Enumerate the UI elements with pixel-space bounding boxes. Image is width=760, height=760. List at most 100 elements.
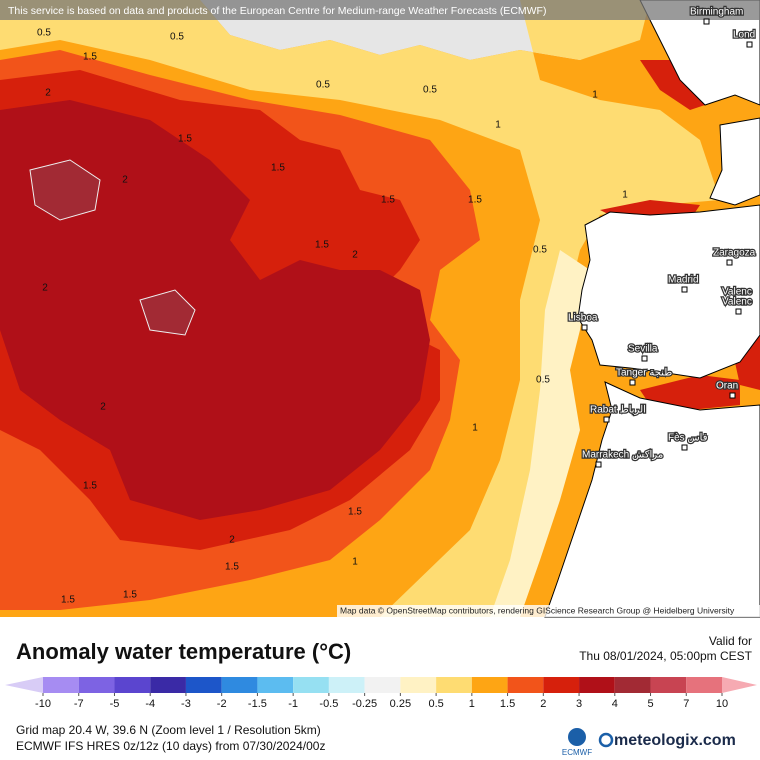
contour-label: 1 <box>622 190 628 201</box>
colorbar-segment <box>543 677 580 693</box>
contour-label: 0.5 <box>423 85 437 96</box>
city-label: Oran <box>716 381 738 392</box>
colorbar-segment <box>400 677 437 693</box>
colorbar-tick-label: -7 <box>74 698 84 710</box>
colorbar-segment <box>185 677 222 693</box>
colorbar-tick-label: 0.5 <box>428 698 443 710</box>
colorbar-segment <box>364 677 401 693</box>
city-marker <box>746 41 753 48</box>
coastal-hot <box>600 60 760 410</box>
valid-label: Valid for <box>709 634 752 648</box>
city-marker <box>603 416 610 423</box>
contour-label: 1.5 <box>61 595 75 606</box>
attribution-bottom: Map data © OpenStreetMap contributors, r… <box>340 605 735 615</box>
colorbar-tick-label: 7 <box>683 698 689 710</box>
contour-label: 1.5 <box>225 562 239 573</box>
city-label: Lisboa <box>568 313 598 324</box>
land-france <box>709 117 760 206</box>
map: This service is based on data and produc… <box>0 0 760 618</box>
attribution-box <box>337 605 760 617</box>
colorbar-tick-label: -0.5 <box>319 698 338 710</box>
contour-label: 2 <box>45 88 51 99</box>
colorbar-tick-label: -4 <box>145 698 155 710</box>
colorbar-tick-label: 5 <box>647 698 653 710</box>
contour-label: 1.5 <box>178 134 192 145</box>
colorbar-tick-label: -0.25 <box>352 698 377 710</box>
colorbar-segment <box>328 677 365 693</box>
city-marker <box>735 298 742 305</box>
peak-patch <box>29 159 196 336</box>
city-label: Fès فاس <box>668 433 708 444</box>
contour-label: 1 <box>592 90 598 101</box>
contour-label: 1.5 <box>348 507 362 518</box>
contour-label: 0.5 <box>170 32 184 43</box>
city-label: Birmingham <box>690 7 743 18</box>
contour-label: 2 <box>122 175 128 186</box>
city-marker <box>726 259 733 266</box>
colorbar-tick-label: -2 <box>217 698 227 710</box>
land-iberia <box>577 204 760 379</box>
colorbar-segment <box>650 677 687 693</box>
city-marker <box>729 392 736 399</box>
colorbar-segment <box>507 677 544 693</box>
city-label: Valenc <box>722 297 752 308</box>
valid-time: Thu 08/01/2024, 05:00pm CEST <box>579 649 752 663</box>
colorbar-segment <box>436 677 472 693</box>
colorbar-segment <box>579 677 615 693</box>
city-label: Marrakech مراكش <box>582 450 663 461</box>
colorbar-tick-label: 1 <box>469 698 475 710</box>
colorbar-tick-label: -1.5 <box>248 698 267 710</box>
colorbar-segment <box>614 677 651 693</box>
attribution-bar <box>0 0 760 20</box>
colorbar-tick-label: -10 <box>35 698 51 710</box>
colorbar-segment <box>293 677 329 693</box>
contour-label: 0.5 <box>316 80 330 91</box>
attribution-top: This service is based on data and produc… <box>8 5 546 17</box>
colorbar-segment <box>257 677 294 693</box>
colorbar-segment <box>114 677 151 693</box>
contour-label: 1.5 <box>123 590 137 601</box>
contour-label: 1 <box>472 423 478 434</box>
land-britain <box>639 0 760 106</box>
colorbar-segment <box>686 677 722 693</box>
contour-label: 2 <box>229 535 235 546</box>
colorbar-tick-label: -3 <box>181 698 191 710</box>
city-marker <box>581 324 588 331</box>
contour-label: 1.5 <box>83 52 97 63</box>
city-marker <box>629 379 636 386</box>
city-label: Sevilla <box>628 344 658 355</box>
mild-band <box>490 250 590 617</box>
colorbar-tick-label: 3 <box>576 698 582 710</box>
logo-meteologix: meteologix.com <box>614 732 736 749</box>
city-label: Valenc <box>722 287 752 298</box>
city-marker <box>681 286 688 293</box>
colorbar-segment <box>43 677 79 693</box>
contour-label: 0.5 <box>533 245 547 256</box>
contour-label: 2 <box>42 283 48 294</box>
colorbar-tick-label: 0.25 <box>390 698 411 710</box>
colorbar-segment <box>221 677 258 693</box>
city-marker <box>641 355 648 362</box>
colorbar-segment <box>471 677 508 693</box>
model-info: ECMWF IFS HRES 0z/12z (10 days) from 07/… <box>16 739 325 753</box>
meteologix-icon <box>598 732 614 748</box>
legend-title: Anomaly water temperature (°C) <box>16 639 351 664</box>
contour-label: 1 <box>352 557 358 568</box>
contour-label: 0.5 <box>536 375 550 386</box>
colorbar-tick-label: 10 <box>716 698 728 710</box>
contour-label: 1.5 <box>381 195 395 206</box>
city-label: Lond <box>733 30 755 41</box>
colorbar-tick-label: 4 <box>612 698 618 710</box>
contour-label: 1 <box>495 120 501 131</box>
contour-label: 2 <box>352 250 358 261</box>
colorbar-tick-label: 1.5 <box>500 698 515 710</box>
city-marker <box>681 444 688 451</box>
grid-info: Grid map 20.4 W, 39.6 N (Zoom level 1 / … <box>16 723 321 737</box>
city-marker <box>735 308 742 315</box>
colorbar-tick-label: 2 <box>540 698 546 710</box>
colorbar-end <box>722 677 757 693</box>
contour-label: 2 <box>100 402 106 413</box>
contour-label: 1.5 <box>271 163 285 174</box>
contour-label: 1.5 <box>468 195 482 206</box>
